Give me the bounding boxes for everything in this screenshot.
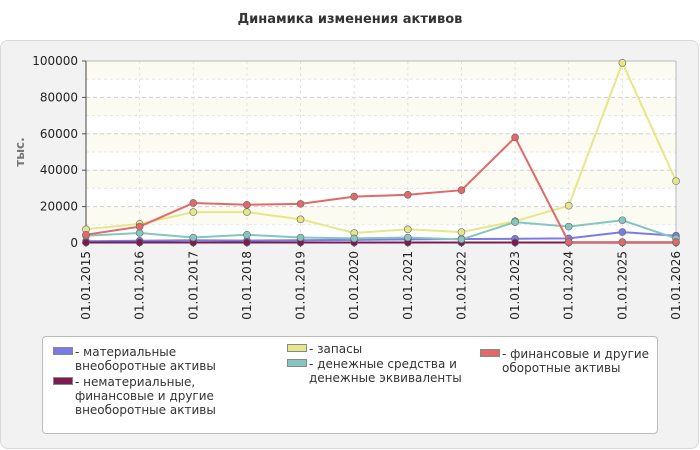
- data-point-4: [618, 238, 627, 246]
- data-point-2: [404, 225, 412, 234]
- x-tick-label: 01.01.2017: [186, 251, 200, 320]
- legend-label: - финансовые и другие оборотные активы: [502, 347, 650, 375]
- y-axis-label: тыс.: [13, 137, 27, 166]
- y-tick-label: 60000: [40, 127, 78, 141]
- legend-label: - материальные внеоборотные активы: [75, 345, 216, 373]
- data-point-3: [243, 231, 251, 239]
- data-point-4: [672, 238, 680, 246]
- data-point-3: [511, 218, 519, 226]
- data-point-2: [243, 208, 251, 216]
- x-tick-label: 01.01.2019: [294, 251, 308, 320]
- data-point-1: [511, 238, 519, 247]
- data-point-4: [189, 199, 198, 207]
- x-tick-label: 01.01.2025: [615, 251, 629, 320]
- x-tick-label: 01.01.2023: [508, 251, 522, 320]
- plot-band: [86, 61, 676, 80]
- x-tick-label: 01.01.2020: [347, 251, 361, 320]
- data-point-3: [618, 216, 627, 225]
- chart-legend: - материальные внеоборотные активы - нем…: [42, 336, 658, 434]
- plot-band: [86, 97, 676, 116]
- data-point-1: [135, 238, 144, 247]
- data-point-3: [296, 233, 305, 242]
- legend-swatch: [53, 377, 73, 385]
- y-tick-label: 40000: [40, 163, 78, 177]
- series-line-0: [85, 231, 677, 243]
- legend-swatch: [53, 347, 73, 355]
- x-tick-label: 01.01.2021: [401, 251, 415, 320]
- data-point-0: [618, 228, 627, 236]
- x-tick-label: 01.01.2026: [669, 251, 683, 320]
- data-point-2: [564, 201, 573, 210]
- legend-swatch: [480, 349, 500, 357]
- chart-title: Динамика изменения активов: [237, 12, 463, 27]
- data-point-1: [243, 238, 251, 247]
- data-point-1: [82, 238, 90, 247]
- data-point-2: [672, 177, 680, 185]
- plot-band: [86, 133, 676, 152]
- x-tick-label: 01.01.2022: [454, 251, 468, 320]
- data-point-4: [135, 222, 144, 231]
- data-point-3: [135, 229, 144, 237]
- x-tick-label: 01.01.2015: [79, 251, 93, 320]
- legend-swatch: [287, 359, 307, 367]
- x-tick-label: 01.01.2024: [562, 251, 576, 320]
- data-point-2: [618, 59, 627, 67]
- legend-label: - нематериальные, финансовые и другие вн…: [75, 375, 216, 417]
- data-point-4: [511, 133, 519, 142]
- data-point-3: [350, 234, 358, 243]
- y-tick-label: 20000: [40, 200, 78, 214]
- data-point-4: [243, 200, 251, 209]
- data-point-2: [296, 215, 305, 224]
- x-tick-label: 01.01.2018: [240, 251, 254, 320]
- x-tick-label: 01.01.2016: [133, 251, 147, 320]
- data-point-4: [564, 238, 573, 246]
- legend-swatch: [287, 344, 307, 352]
- series-line-3: [85, 219, 677, 241]
- data-point-4: [457, 186, 466, 195]
- data-point-3: [457, 235, 466, 244]
- data-point-3: [404, 233, 412, 242]
- plot-band: [86, 170, 676, 189]
- data-point-4: [350, 192, 358, 201]
- data-point-4: [82, 231, 90, 239]
- data-point-3: [189, 233, 198, 242]
- series-line-4: [85, 135, 676, 244]
- y-tick-label: 100000: [32, 54, 78, 68]
- data-point-4: [404, 190, 412, 199]
- y-tick-label: 0: [70, 236, 78, 250]
- legend-label: - денежные средства и денежные эквивален…: [309, 357, 462, 385]
- legend-label: - запасы: [309, 342, 363, 356]
- data-point-2: [457, 228, 466, 236]
- data-point-4: [296, 200, 305, 208]
- series-line-2: [85, 60, 677, 235]
- data-point-3: [564, 222, 573, 231]
- data-point-2: [189, 208, 198, 216]
- y-tick-label: 80000: [40, 90, 78, 104]
